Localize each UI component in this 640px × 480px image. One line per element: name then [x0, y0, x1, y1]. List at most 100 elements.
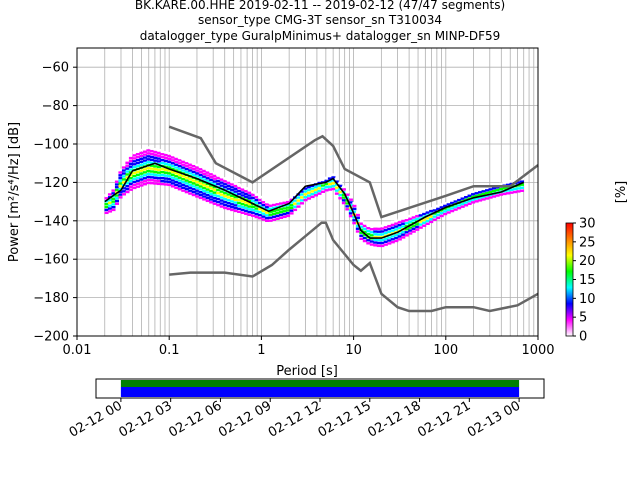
- density-cell: [139, 175, 144, 178]
- density-cell: [135, 182, 140, 185]
- density-cell: [181, 186, 186, 189]
- density-cell: [146, 161, 151, 164]
- density-cell: [230, 200, 235, 203]
- density-cell: [327, 177, 332, 180]
- density-cell: [380, 233, 385, 236]
- density-cell: [334, 192, 339, 195]
- density-cell: [132, 154, 137, 157]
- density-cell: [121, 190, 127, 193]
- density-cell: [121, 175, 127, 178]
- density-cell: [320, 187, 326, 190]
- density-cell: [474, 194, 479, 198]
- density-cell: [174, 172, 179, 175]
- density-cell: [244, 190, 249, 193]
- density-cell: [135, 179, 140, 182]
- density-cell: [394, 239, 399, 243]
- density-cell: [436, 210, 441, 214]
- density-cell: [244, 187, 249, 190]
- density-cell: [467, 199, 472, 203]
- density-cell: [230, 205, 235, 209]
- density-cell: [153, 153, 158, 157]
- density-cell: [149, 161, 154, 165]
- density-cell: [394, 228, 399, 231]
- density-cell: [289, 204, 294, 207]
- density-cell: [167, 160, 172, 164]
- noise-model-low: [169, 221, 539, 313]
- density-cell: [355, 213, 360, 217]
- density-cell: [205, 174, 210, 177]
- density-cell: [128, 188, 133, 191]
- density-cell: [188, 192, 193, 195]
- density-cell: [118, 187, 123, 191]
- density-cell: [436, 204, 441, 208]
- density-cell: [209, 195, 214, 198]
- density-cell: [296, 205, 301, 208]
- density-cell: [331, 173, 336, 176]
- density-cell: [146, 181, 151, 185]
- density-cell: [436, 207, 441, 211]
- density-cell: [181, 175, 186, 178]
- density-cell: [163, 171, 168, 174]
- density-cell: [156, 154, 161, 157]
- density-cell: [205, 199, 210, 203]
- density-cell: [317, 179, 322, 182]
- density-cell: [254, 213, 259, 216]
- density-cell: [135, 173, 140, 177]
- density-cell: [355, 227, 360, 230]
- density-cell: [516, 190, 521, 193]
- density-cell: [198, 170, 203, 174]
- ppsd-plot-area: 0.01 0.1 1 10 100 1000 −60 −80 −100 −120 −140 −160…: [33, 47, 555, 358]
- density-cell: [338, 193, 343, 197]
- density-cell: [167, 154, 172, 158]
- density-cell: [331, 176, 336, 179]
- density-cell: [289, 206, 294, 210]
- density-cell: [397, 232, 402, 235]
- density-cell: [247, 202, 252, 206]
- density-cell: [247, 197, 252, 200]
- density-cell: [467, 202, 472, 206]
- density-cell: [390, 223, 395, 227]
- density-cell: [310, 190, 315, 193]
- density-cell: [156, 182, 161, 186]
- density-cell: [320, 184, 326, 187]
- density-cell: [177, 159, 182, 162]
- density-cell: [334, 186, 339, 189]
- density-cell: [135, 185, 140, 188]
- density-cell: [519, 186, 525, 189]
- density-cell: [146, 178, 151, 182]
- density-cell: [128, 162, 133, 166]
- density-cell: [125, 184, 130, 188]
- density-cell: [397, 238, 402, 241]
- density-cell: [411, 230, 416, 233]
- density-cell: [352, 207, 357, 211]
- density-cell: [146, 158, 151, 161]
- density-cell: [443, 204, 448, 208]
- density-cell: [205, 196, 210, 200]
- density-cell: [177, 176, 182, 179]
- density-cell: [209, 189, 214, 193]
- coverage-tick-label: 02-12 03: [117, 398, 175, 440]
- density-cell: [404, 228, 409, 231]
- density-cell: [198, 193, 203, 197]
- density-cell: [348, 214, 353, 218]
- density-cell: [216, 203, 221, 207]
- density-cell: [411, 216, 416, 219]
- density-cell: [258, 216, 263, 220]
- density-cell: [170, 185, 175, 188]
- density-cell: [121, 178, 127, 181]
- title-line-3: datalogger_type GuralpMinimus+ datalogge…: [140, 29, 501, 43]
- density-cell: [247, 188, 252, 192]
- density-cell: [149, 152, 154, 156]
- density-cell: [121, 166, 127, 169]
- density-cell: [387, 236, 392, 239]
- density-cell: [275, 200, 280, 203]
- density-cell: [436, 216, 441, 220]
- density-cell: [223, 180, 228, 183]
- coverage-tick-label: 02-13 00: [465, 398, 523, 440]
- density-cell: [380, 244, 385, 248]
- density-cell: [366, 230, 371, 233]
- density-cell: [254, 215, 259, 219]
- density-cell: [181, 157, 186, 161]
- density-cell: [191, 173, 196, 177]
- y-tick-label: −80: [42, 99, 69, 114]
